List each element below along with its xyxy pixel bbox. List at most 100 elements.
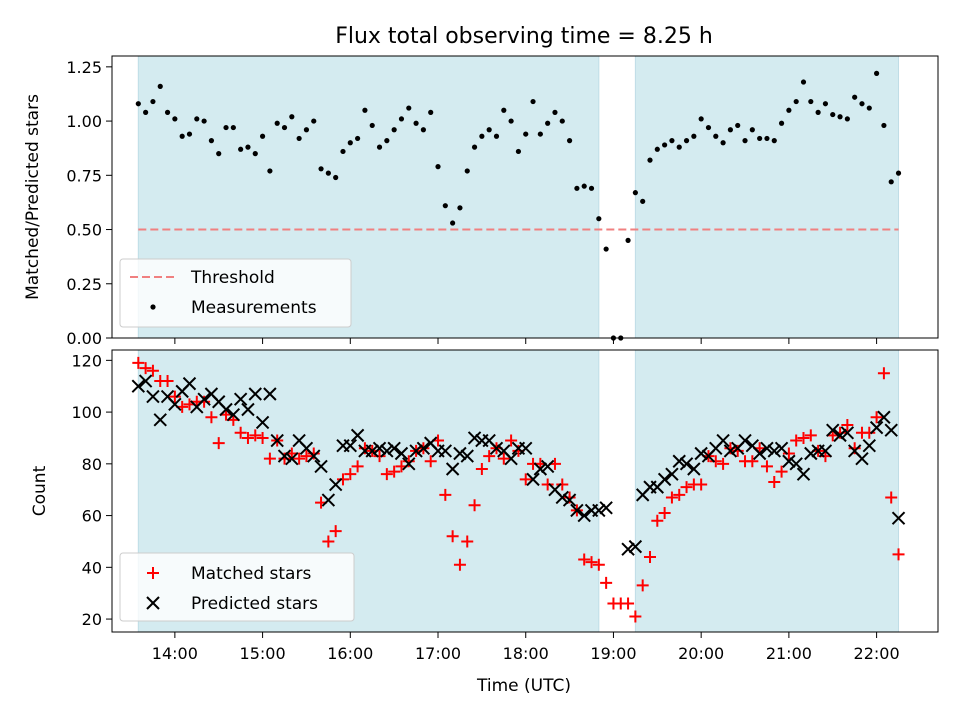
matched-point (863, 426, 876, 439)
matched-legend-label: Matched stars (191, 564, 311, 584)
measurement-point (384, 138, 390, 144)
matched-point (146, 364, 159, 377)
matched-point (373, 450, 386, 463)
predicted-point (657, 472, 672, 487)
y-tick-label: 20 (82, 610, 102, 629)
predicted-point (321, 493, 336, 507)
predicted-point (197, 392, 211, 406)
matched-point (658, 506, 671, 519)
measurement-point (566, 138, 573, 144)
matched-point (453, 558, 466, 571)
matched-point (651, 514, 664, 527)
measurement-point (588, 185, 595, 191)
measurement-point (574, 185, 580, 191)
y-tick-label: 0.00 (66, 329, 102, 348)
measurement-point (515, 148, 522, 155)
measurement-point (179, 133, 185, 139)
measurement-point (852, 94, 858, 100)
matched-point (636, 579, 649, 592)
measurement-point (238, 146, 244, 152)
measurement-point (778, 120, 785, 126)
measurement-point (347, 140, 353, 146)
measurement-point (391, 127, 397, 133)
predicted-point (694, 446, 708, 461)
measurement-point (208, 138, 215, 144)
predicted-point (782, 454, 796, 468)
measurement-point (325, 170, 331, 176)
measurement-point (493, 133, 500, 139)
matched-point (673, 488, 686, 501)
threshold-legend-label: Threshold (190, 268, 275, 288)
predicted-point (219, 402, 233, 417)
measurement-point (501, 107, 507, 113)
x-tick-label: 18:00 (503, 644, 549, 663)
x-tick-label: 22:00 (854, 644, 900, 663)
matched-point (483, 450, 496, 463)
predicted-point (877, 410, 891, 424)
predicted-point (372, 441, 387, 456)
predicted-point (314, 459, 328, 474)
matched-point (760, 460, 773, 473)
predicted-point (365, 444, 379, 458)
measurement-point (311, 118, 317, 124)
predicted-point (577, 508, 591, 523)
top-panel: 0.00 0.25 0.50 0.75 1.00 1.25 Matched/Predict… (23, 55, 939, 348)
matched-point (709, 455, 722, 468)
measurement-point (559, 118, 565, 124)
measurement-point (479, 133, 485, 139)
measurement-point (281, 124, 288, 131)
measurement-point (333, 174, 339, 181)
measurement-point (530, 98, 536, 105)
measurement-point (267, 168, 273, 174)
predicted-point (540, 459, 555, 474)
predicted-legend-swatch (146, 596, 160, 610)
y-tick-label: 0.75 (66, 166, 102, 185)
measurement-point (464, 168, 470, 174)
predicted-point (796, 467, 811, 481)
predicted-point (855, 451, 869, 466)
measurement-point (859, 101, 865, 107)
predicted-point (818, 444, 833, 458)
predicted-point (168, 397, 182, 412)
top-panel-frame (111, 55, 939, 339)
measurement-point (442, 203, 448, 209)
predicted-point (504, 451, 518, 466)
predicted-point (555, 490, 569, 505)
matched-point (585, 556, 598, 569)
x-tick-label: 19:00 (590, 644, 636, 663)
predicted-point (277, 449, 292, 463)
predicted-point (884, 423, 898, 437)
predicted-point (350, 428, 365, 443)
predicted-point (592, 503, 606, 518)
measurement-point (625, 237, 631, 243)
matched-point (336, 473, 349, 486)
matched-point (797, 431, 810, 444)
measurement-point (881, 122, 887, 129)
matched-point (782, 447, 795, 460)
measurement-point (676, 144, 682, 150)
measurement-point (632, 190, 638, 196)
matched-point (643, 550, 656, 563)
measurement-point (596, 216, 602, 222)
matched-point (132, 356, 145, 369)
predicted-point (131, 379, 146, 393)
x-tick-label: 16:00 (327, 644, 373, 663)
bottom-legend-box (119, 552, 355, 622)
bottom-legend: Matched stars Predicted stars (119, 552, 355, 622)
predicted-point (570, 503, 584, 518)
predicted-point (394, 446, 409, 461)
measurement-point (771, 138, 777, 144)
measurement-point (698, 116, 704, 122)
measurement-point (895, 170, 902, 176)
predicted-point (226, 407, 241, 422)
matched-point (256, 431, 269, 444)
matched-point (746, 455, 759, 468)
y-tick-label: 80 (82, 455, 102, 474)
matched-point (475, 463, 488, 476)
measurement-point (289, 114, 295, 120)
matched-legend-swatch (147, 567, 159, 579)
measurement-point (800, 79, 807, 85)
measurement-point (523, 131, 529, 137)
measurement-point (296, 135, 302, 142)
predicted-point (270, 433, 284, 448)
